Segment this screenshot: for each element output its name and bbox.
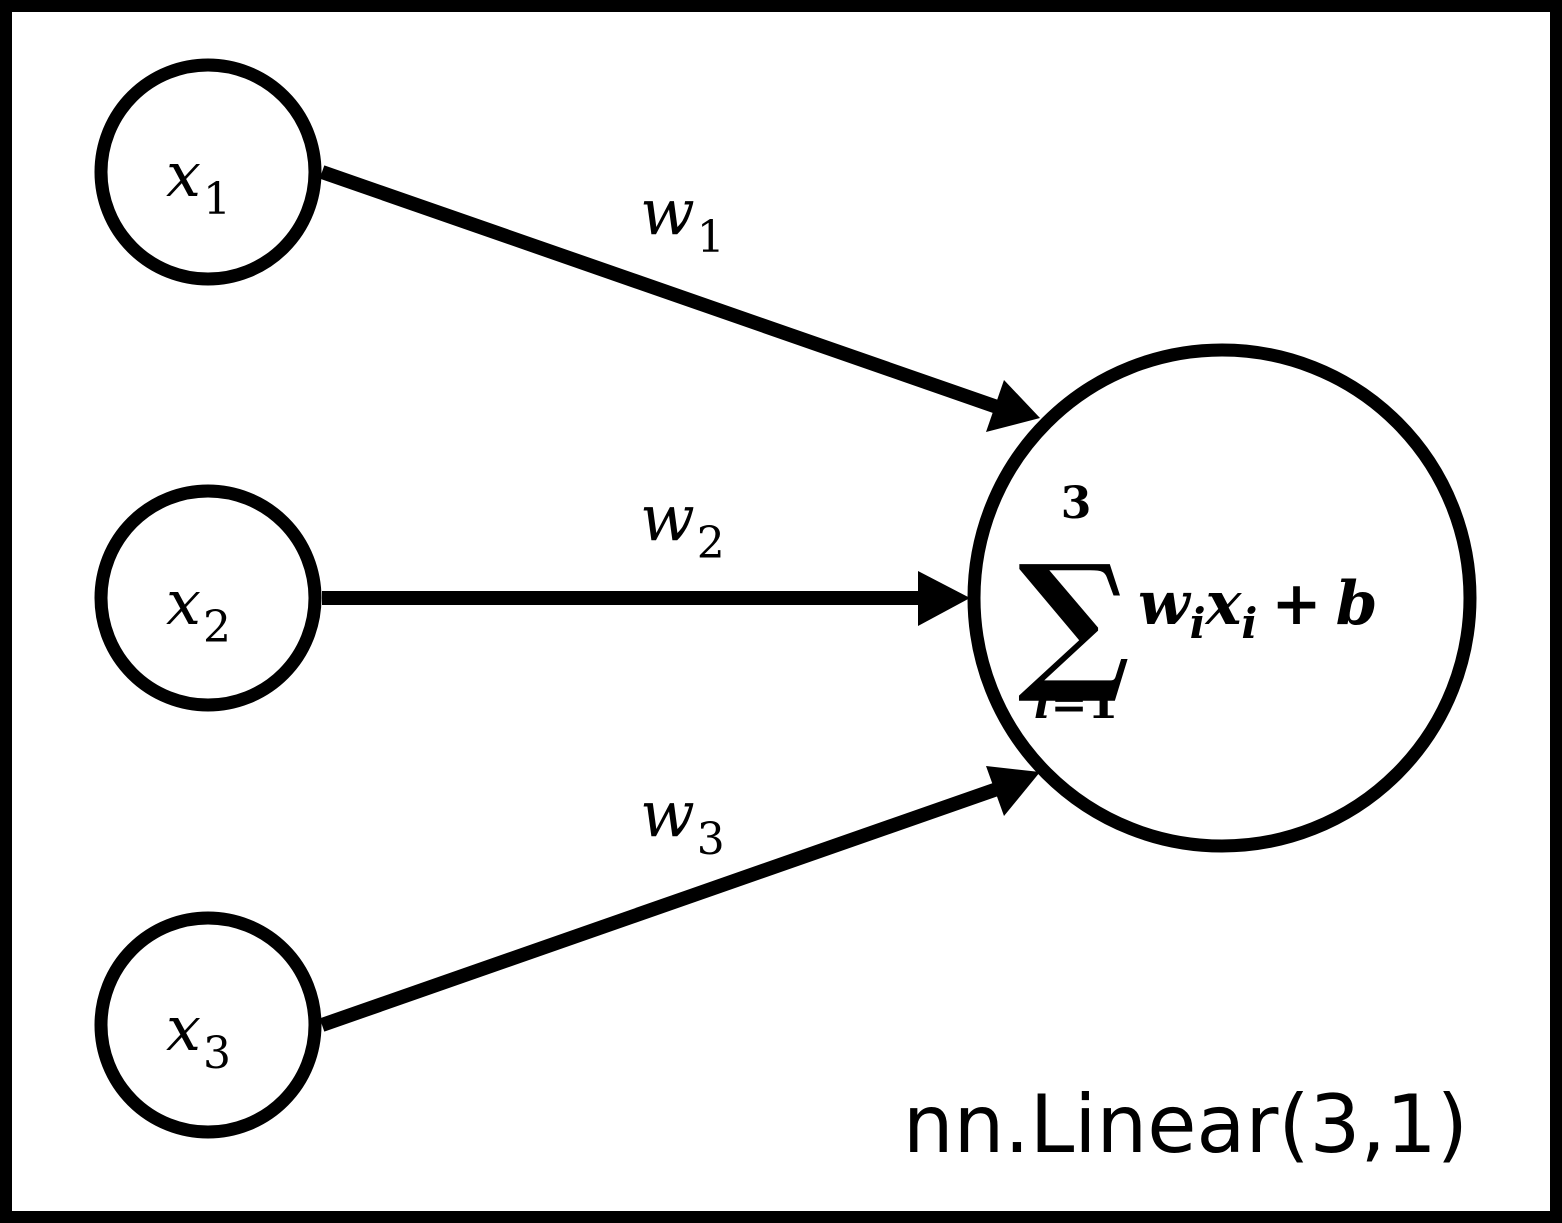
arrowhead-1	[986, 380, 1040, 432]
input-node-1: x1	[94, 58, 322, 286]
input-node-3-label: x3	[166, 992, 231, 1079]
output-neuron-circle	[967, 343, 1477, 853]
arrowhead-3	[986, 766, 1040, 816]
edges	[319, 165, 1040, 1032]
layer-caption: nn.Linear(3,1)	[903, 1078, 1468, 1171]
sum-lower-limit: i=1	[1034, 678, 1118, 729]
weighted-sum-expression: wixi + b	[1138, 569, 1378, 648]
output-neuron: 3 ∑ i=1 wixi + b	[967, 343, 1477, 853]
input-node-2-label: x2	[166, 566, 231, 653]
input-node-2-circle	[94, 484, 322, 712]
sigma-symbol: ∑	[1018, 532, 1131, 708]
weight-label-3: w3	[640, 778, 725, 865]
edge-x3-to-neuron	[319, 781, 1003, 1032]
sum-upper-limit: 3	[1061, 478, 1092, 529]
edge-x1-to-neuron	[319, 165, 1003, 415]
input-node-2: x2	[94, 484, 322, 712]
input-node-3-circle	[94, 911, 322, 1139]
input-node-3: x3	[94, 911, 322, 1139]
input-node-1-circle	[94, 58, 322, 286]
weight-label-2: w2	[640, 482, 725, 569]
arrowhead-2	[918, 571, 970, 626]
input-node-1-label: x1	[166, 138, 231, 225]
weight-label-1: w1	[640, 176, 725, 263]
